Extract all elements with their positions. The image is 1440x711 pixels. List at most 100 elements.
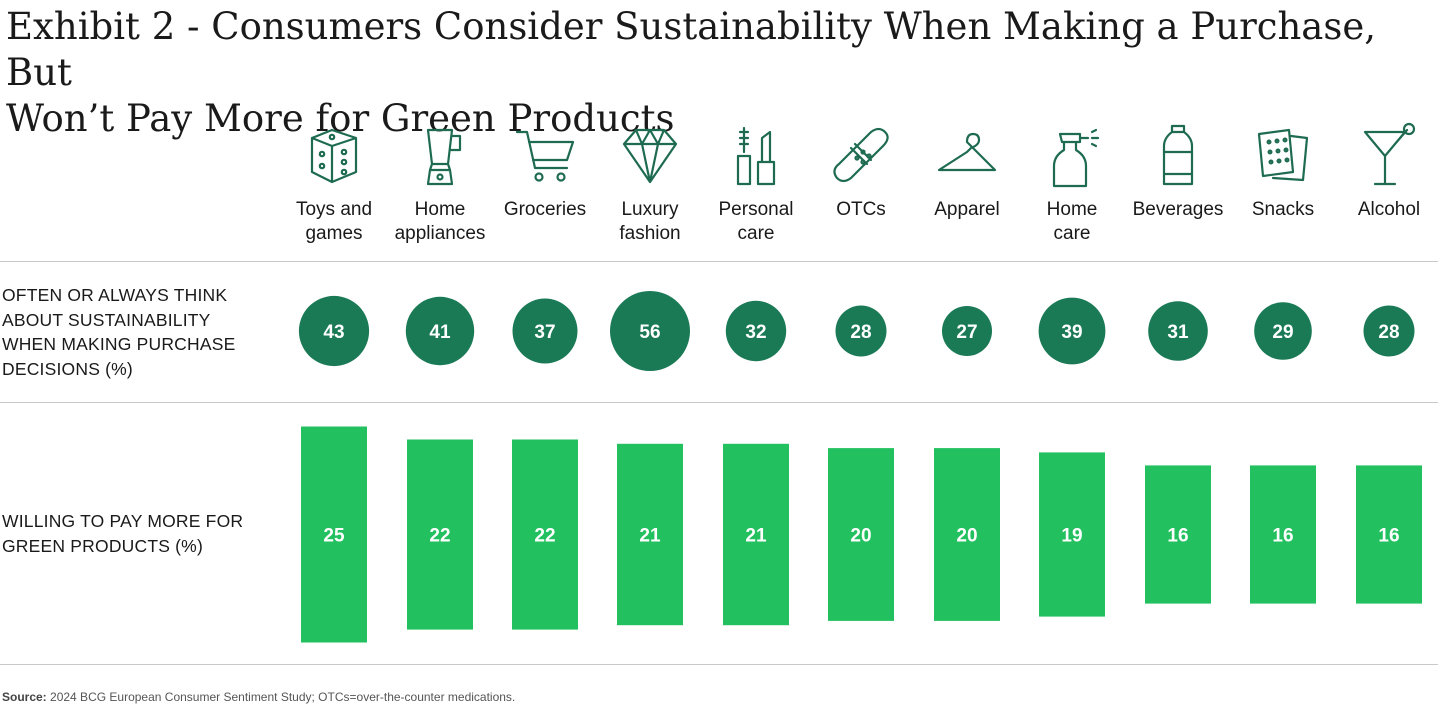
category-label-line: Personal [718, 199, 794, 220]
bubble-mark [942, 306, 992, 356]
shopping-cart-icon [515, 130, 575, 182]
bubble-mark [1038, 297, 1106, 365]
row-label-sustainability-line-1: OFTEN OR ALWAYS THINK [2, 285, 228, 305]
bubble-mark [610, 291, 690, 371]
category-label-line: fashion [619, 223, 681, 244]
category-header: Snacks [1228, 122, 1338, 222]
source-label: Source: [2, 690, 47, 704]
crackers-icon [1257, 128, 1309, 182]
bubble-mark [1363, 305, 1415, 357]
category-label-line: games [305, 223, 363, 244]
bubble-value-label: 28 [1378, 322, 1399, 343]
category-label-line: OTCs [836, 199, 886, 220]
bubble-mark [298, 295, 370, 367]
bubble-value-label: 31 [1167, 322, 1189, 343]
bar-mark [934, 448, 1000, 621]
water-bottle-icon [1162, 124, 1194, 186]
bubble-value-label: 28 [850, 322, 871, 343]
bar-mark [1145, 465, 1211, 604]
bar-value-label: 22 [534, 526, 555, 547]
bubble-value-label: 32 [745, 322, 766, 343]
source-text: 2024 BCG European Consumer Sentiment Stu… [50, 690, 516, 704]
row-label-sustainability-line-4: DECISIONS (%) [2, 358, 133, 379]
row-label-willing-to-pay-line-1: WILLING TO PAY MORE FOR [2, 511, 244, 531]
source-note: Source: 2024 BCG European Consumer Senti… [2, 690, 515, 704]
bubble-value-label: 29 [1272, 322, 1293, 343]
bubble-value-label: 41 [429, 322, 451, 343]
row-label-sustainability: OFTEN OR ALWAYS THINK ABOUT SUSTAINABILI… [2, 283, 235, 381]
bubble-mark [1254, 302, 1312, 360]
category-label: OTCs [806, 198, 916, 222]
bubble-mark [512, 298, 578, 364]
category-label: Alcohol [1334, 198, 1440, 222]
bar-mark [723, 443, 789, 626]
bubble-value-label: 27 [956, 322, 977, 343]
bandage-icon [833, 127, 889, 183]
bar-value-label: 22 [429, 526, 450, 547]
category-label: Personal care [701, 198, 811, 246]
bubble-value-label: 56 [639, 322, 660, 343]
category-header: Home appliances [385, 122, 495, 246]
row-label-sustainability-line-3: WHEN MAKING PURCHASE [2, 334, 236, 354]
category-label-line: Luxury [621, 199, 679, 220]
dice-icon [310, 128, 358, 184]
row-label-sustainability-line-2: ABOUT SUSTAINABILITY [2, 309, 211, 330]
bar-mark [617, 443, 683, 626]
category-label: Toys and games [279, 198, 389, 246]
category-label: Apparel [912, 198, 1022, 222]
category-label: Home appliances [385, 198, 495, 246]
category-header: OTCs [806, 122, 916, 222]
category-label-line: Beverages [1132, 199, 1224, 220]
bar-mark [512, 439, 578, 630]
category-header: Groceries [490, 122, 600, 222]
divider-bottom [0, 664, 1438, 665]
category-label-line: Home [1046, 199, 1098, 220]
divider-middle [0, 402, 1438, 403]
category-label-line: Snacks [1251, 199, 1315, 220]
bubble-value-label: 43 [323, 322, 344, 343]
category-header: Personal care [701, 122, 811, 246]
row-label-willing-to-pay-line-2: GREEN PRODUCTS (%) [2, 535, 203, 556]
bar-value-label: 16 [1167, 526, 1188, 547]
category-header: Luxury fashion [595, 122, 705, 246]
bubble-mark [405, 296, 475, 366]
bar-mark [828, 448, 894, 621]
category-label: Groceries [490, 198, 600, 222]
bar-value-label: 20 [956, 526, 977, 547]
category-label: Beverages [1123, 198, 1233, 222]
category-header: Alcohol [1334, 122, 1440, 222]
category-label-line: Alcohol [1357, 199, 1421, 220]
bar-value-label: 21 [639, 526, 661, 547]
bar-mark [301, 426, 367, 643]
category-label: Home care [1017, 198, 1127, 246]
bar-value-label: 16 [1378, 526, 1399, 547]
bar-value-label: 19 [1061, 526, 1082, 547]
row-label-willing-to-pay: WILLING TO PAY MORE FOR GREEN PRODUCTS (… [2, 509, 243, 558]
bar-mark [1250, 465, 1316, 604]
bubble-mark [725, 300, 787, 362]
category-label-line: Home [414, 199, 466, 220]
category-label: Snacks [1228, 198, 1338, 222]
category-label-line: Groceries [503, 199, 587, 220]
category-label-line: care [1053, 223, 1091, 244]
category-header: Beverages [1123, 122, 1233, 222]
category-header: Apparel [912, 122, 1022, 222]
bar-mark [1356, 465, 1422, 604]
diamond-icon [622, 128, 678, 184]
category-label-line: care [737, 223, 775, 244]
bar-value-label: 25 [323, 526, 345, 547]
category-header: Toys and games [279, 122, 389, 246]
bubble-value-label: 37 [534, 322, 555, 343]
bar-value-label: 21 [745, 526, 767, 547]
hanger-icon [937, 132, 997, 172]
category-label-line: Apparel [934, 199, 1000, 220]
divider-top [0, 261, 1438, 262]
bubble-mark [835, 305, 887, 357]
category-label-line: appliances [394, 223, 486, 244]
bubble-mark [1148, 301, 1208, 361]
chart-title: Exhibit 2 - Consumers Consider Sustainab… [6, 4, 1426, 142]
bubble-value-label: 39 [1061, 322, 1082, 343]
category-label: Luxury fashion [595, 198, 705, 246]
category-header: Home care [1017, 122, 1127, 246]
